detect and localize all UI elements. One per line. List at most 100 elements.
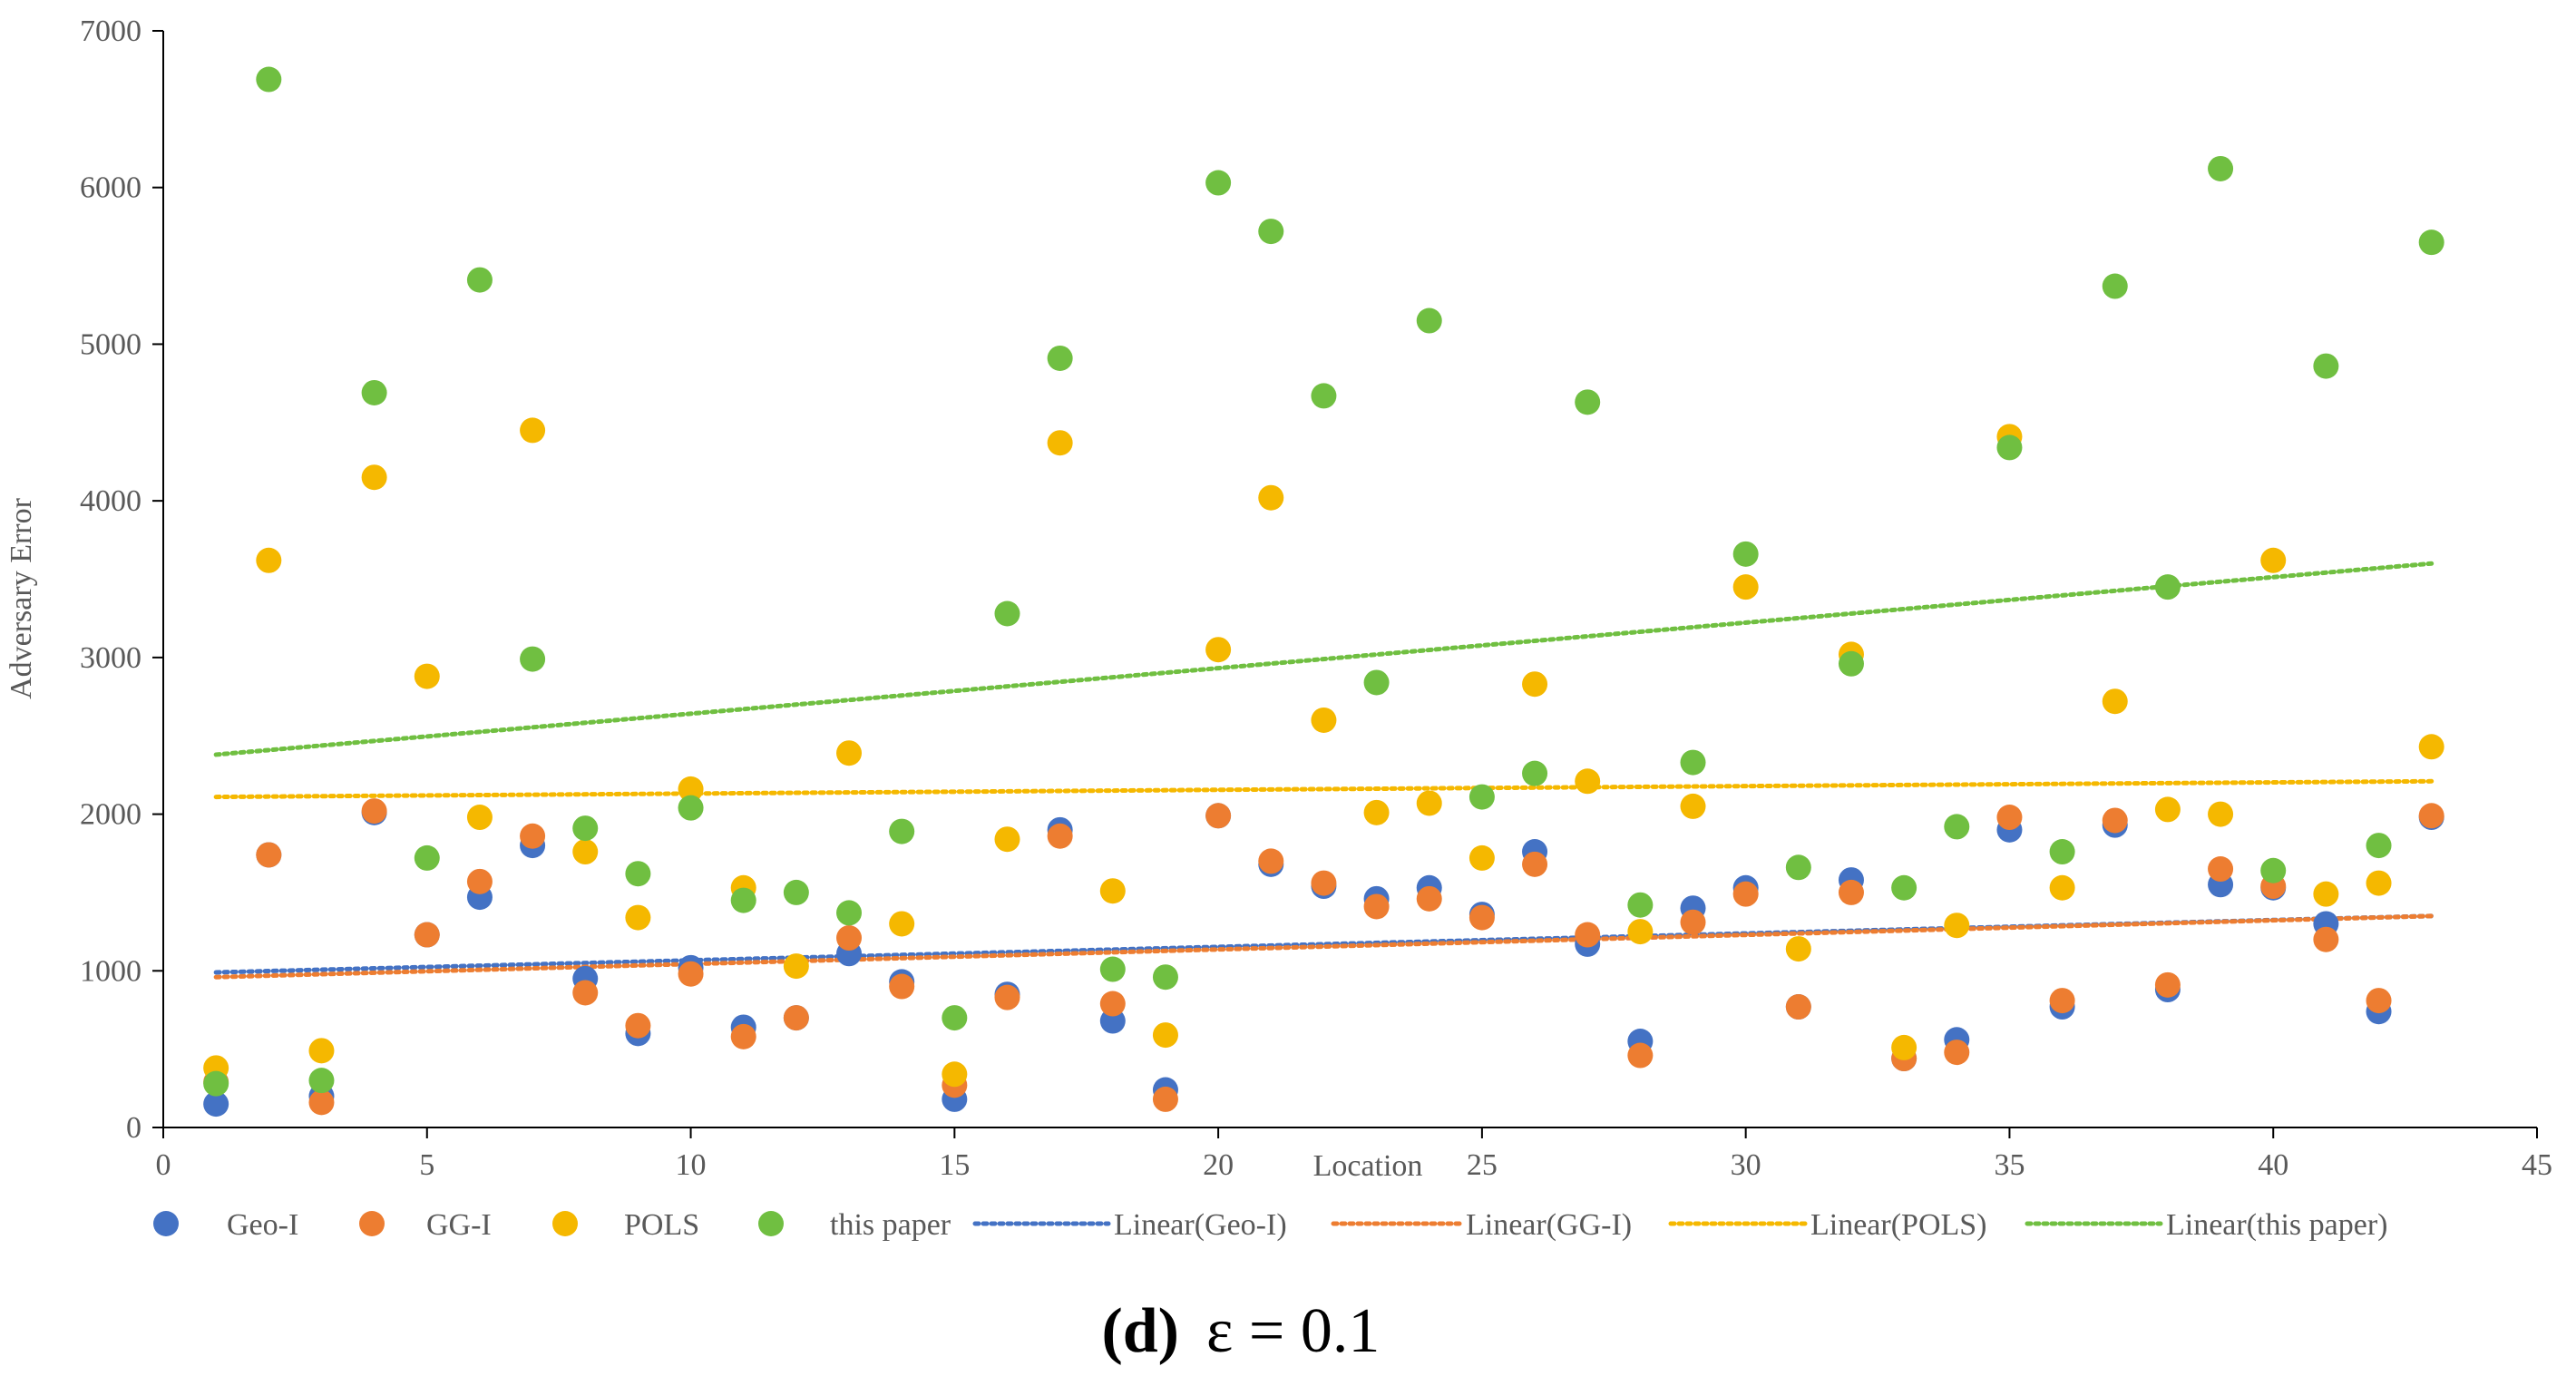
point-gg-i (520, 823, 546, 849)
point-gg-i (1680, 909, 1706, 935)
point-gg-i (1047, 823, 1073, 849)
point-this-paper (2154, 574, 2181, 600)
legend-label: Linear(GG-I) (1466, 1208, 1632, 1242)
legend-label: GG-I (426, 1208, 492, 1242)
x-tick-label: 0 (156, 1148, 171, 1182)
point-this-paper (1522, 760, 1548, 786)
y-axis-label: Adversary Error (5, 497, 38, 699)
x-tick-label: 40 (2258, 1148, 2288, 1182)
y-tick-label: 2000 (80, 798, 141, 832)
point-pols (1575, 768, 1601, 795)
point-this-paper (2208, 155, 2234, 181)
point-this-paper (994, 600, 1020, 627)
legend-marker (153, 1211, 179, 1236)
point-gg-i (1838, 879, 1864, 905)
point-this-paper (1047, 345, 1073, 371)
y-tick-label: 0 (126, 1111, 141, 1145)
point-this-paper (1785, 854, 1811, 881)
y-tick-label: 6000 (80, 171, 141, 205)
point-pols (1469, 844, 1495, 871)
point-pols (2049, 874, 2075, 901)
point-this-paper (1416, 307, 1442, 334)
point-gg-i (2102, 807, 2128, 834)
point-this-paper (730, 887, 756, 913)
point-pols (1680, 793, 1706, 819)
point-this-paper (256, 66, 282, 93)
point-pols (836, 740, 863, 766)
point-pols (1311, 707, 1337, 733)
axes: 0 5 10 15 20 25 30 35 40 45 0 1000 2000 3000 4000 5000 6… (80, 15, 2552, 1182)
caption-text: ε = 0.1 (1206, 1296, 1380, 1366)
point-this-paper (414, 844, 440, 871)
point-this-paper (1996, 434, 2023, 461)
figure-caption: (d) ε = 0.1 (1101, 1296, 1380, 1366)
point-this-paper (1838, 650, 1864, 677)
point-pols (1891, 1034, 1917, 1060)
x-tick-label: 20 (1203, 1148, 1234, 1182)
point-geo-i (203, 1091, 229, 1118)
point-pols (1627, 919, 1654, 945)
point-pols (2102, 688, 2128, 715)
point-gg-i (1416, 885, 1442, 912)
point-this-paper (1891, 874, 1917, 901)
point-gg-i (361, 798, 387, 825)
trendline-linear-pols (213, 778, 2435, 800)
point-gg-i (889, 973, 915, 1000)
x-tick-label: 5 (419, 1148, 434, 1182)
point-this-paper (361, 379, 387, 405)
point-gg-i (1785, 994, 1811, 1020)
point-gg-i (1363, 893, 1390, 920)
point-this-paper (625, 861, 651, 887)
trendline-linear-gg-i (213, 913, 2435, 980)
x-tick-label: 15 (939, 1148, 970, 1182)
point-pols (1522, 671, 1548, 698)
point-gg-i (730, 1023, 756, 1049)
point-this-paper (2102, 273, 2128, 299)
trendline-linear-this-paper (213, 561, 2435, 757)
point-pols (1205, 637, 1232, 663)
point-this-paper (2260, 857, 2287, 883)
point-pols (1258, 484, 1284, 511)
point-gg-i (2049, 988, 2075, 1014)
x-tick-label: 25 (1467, 1148, 1498, 1182)
point-this-paper (2366, 833, 2392, 859)
point-this-paper (1680, 749, 1706, 776)
trendlines (213, 561, 2435, 980)
point-this-paper (520, 646, 546, 672)
point-pols (256, 547, 282, 573)
point-this-paper (1099, 956, 1126, 982)
point-pols (1416, 790, 1442, 816)
legend-label: Geo-I (227, 1208, 298, 1242)
point-gg-i (1522, 851, 1548, 877)
point-this-paper (678, 795, 704, 821)
point-pols (520, 417, 546, 444)
legend: Geo-I GG-I POLS this paper Linear(Geo-I) Line… (153, 1208, 2388, 1242)
y-tick-label: 1000 (80, 954, 141, 988)
point-gg-i (572, 980, 599, 1006)
point-pols (1363, 799, 1390, 825)
point-gg-i (1996, 805, 2023, 831)
point-pols (1944, 913, 1970, 939)
point-pols (361, 464, 387, 491)
y-tick-label: 5000 (80, 327, 141, 361)
point-gg-i (1205, 803, 1232, 829)
point-gg-i (1732, 881, 1759, 907)
point-pols (2260, 547, 2287, 573)
point-gg-i (2208, 856, 2234, 883)
legend-label: this paper (830, 1208, 951, 1242)
point-this-paper (308, 1068, 335, 1094)
point-this-paper (783, 879, 809, 905)
point-this-paper (889, 818, 915, 844)
point-gg-i (2418, 803, 2444, 829)
point-pols (783, 953, 809, 980)
point-this-paper (1363, 669, 1390, 696)
point-pols (414, 663, 440, 689)
point-gg-i (1575, 922, 1601, 948)
point-this-paper (1469, 784, 1495, 810)
point-pols (2154, 796, 2181, 823)
point-pols (308, 1038, 335, 1064)
point-gg-i (1469, 904, 1495, 931)
point-gg-i (256, 842, 282, 868)
legend-label: Linear(Geo-I) (1114, 1208, 1287, 1242)
